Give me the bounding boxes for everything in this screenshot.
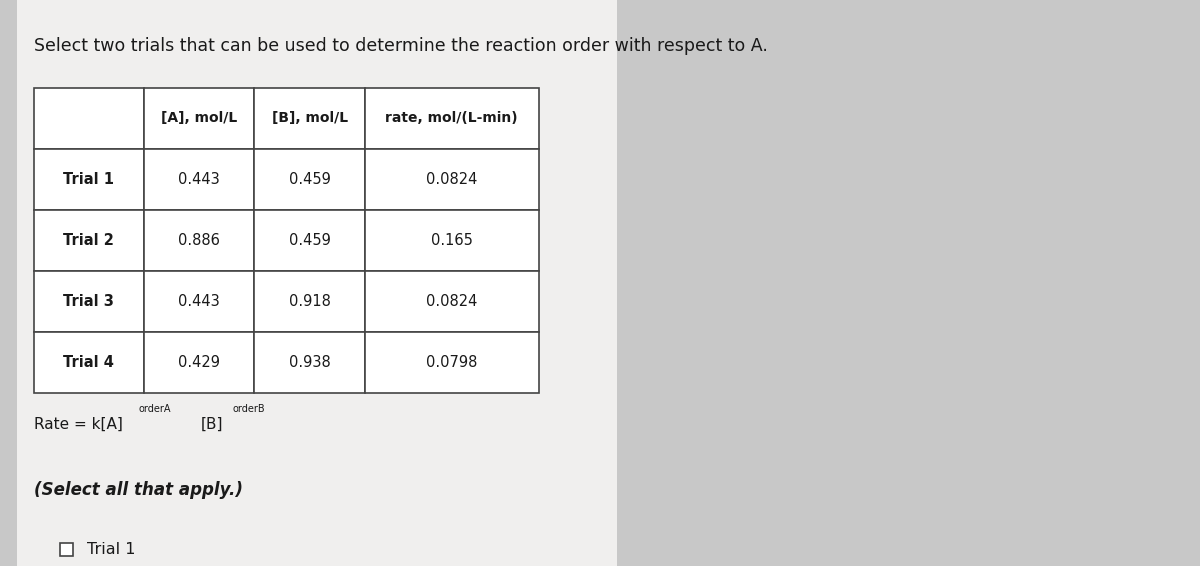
Text: [A], mol/L: [A], mol/L xyxy=(161,112,238,125)
Bar xyxy=(144,88,254,149)
Bar xyxy=(34,88,144,149)
Text: Rate = k[A]: Rate = k[A] xyxy=(34,417,122,432)
Text: 0.443: 0.443 xyxy=(179,294,220,309)
Bar xyxy=(144,210,254,271)
Bar xyxy=(254,271,365,332)
Text: Trial 4: Trial 4 xyxy=(64,355,114,370)
Text: 0.0824: 0.0824 xyxy=(426,294,478,309)
Bar xyxy=(254,332,365,393)
Text: 0.443: 0.443 xyxy=(179,172,220,187)
Bar xyxy=(365,88,539,149)
Text: Trial 1: Trial 1 xyxy=(64,172,114,187)
Text: Trial 3: Trial 3 xyxy=(64,294,114,309)
Text: orderB: orderB xyxy=(232,404,265,414)
Text: [B], mol/L: [B], mol/L xyxy=(271,112,348,125)
Text: 0.429: 0.429 xyxy=(178,355,221,370)
Bar xyxy=(254,210,365,271)
Text: Select two trials that can be used to determine the reaction order with respect : Select two trials that can be used to de… xyxy=(34,37,768,55)
Bar xyxy=(254,149,365,210)
FancyBboxPatch shape xyxy=(17,0,617,566)
Bar xyxy=(144,149,254,210)
Text: 0.165: 0.165 xyxy=(431,233,473,248)
Bar xyxy=(365,149,539,210)
Bar xyxy=(34,271,144,332)
Bar xyxy=(365,332,539,393)
Bar xyxy=(365,210,539,271)
Text: Trial 1: Trial 1 xyxy=(88,542,136,556)
Text: 0.459: 0.459 xyxy=(289,233,330,248)
Text: 0.459: 0.459 xyxy=(289,172,330,187)
Bar xyxy=(254,88,365,149)
Text: Trial 2: Trial 2 xyxy=(64,233,114,248)
Bar xyxy=(60,543,73,555)
Bar xyxy=(144,332,254,393)
Text: 0.886: 0.886 xyxy=(179,233,220,248)
Text: 0.0798: 0.0798 xyxy=(426,355,478,370)
Text: 0.938: 0.938 xyxy=(289,355,330,370)
Bar xyxy=(365,271,539,332)
Text: 0.918: 0.918 xyxy=(289,294,330,309)
Bar xyxy=(34,149,144,210)
Text: [B]: [B] xyxy=(200,417,223,432)
Bar xyxy=(34,332,144,393)
Bar xyxy=(144,271,254,332)
Text: rate, mol/(L-min): rate, mol/(L-min) xyxy=(385,112,518,125)
Text: orderA: orderA xyxy=(139,404,172,414)
Bar xyxy=(34,210,144,271)
Text: (Select all that apply.): (Select all that apply.) xyxy=(34,481,242,499)
Text: 0.0824: 0.0824 xyxy=(426,172,478,187)
